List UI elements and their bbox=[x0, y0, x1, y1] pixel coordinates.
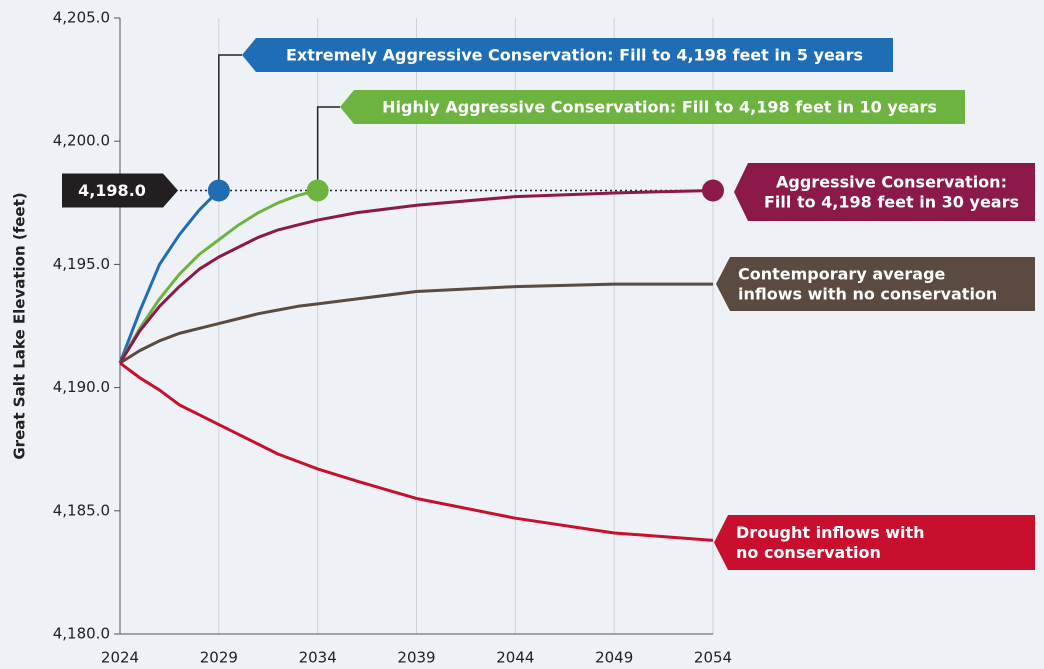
callout-box bbox=[242, 38, 893, 72]
series-line bbox=[119, 361, 714, 542]
callout-box bbox=[734, 163, 1035, 221]
end-marker bbox=[306, 179, 329, 202]
callout-connector bbox=[316, 106, 340, 191]
x-tick-label: 2054 bbox=[694, 649, 732, 667]
y-tick-label: 4,200.0 bbox=[53, 132, 110, 150]
reference-label: 4,198.0 bbox=[78, 181, 146, 200]
y-axis-title: Great Salt Lake Elevation (feet) bbox=[11, 192, 29, 459]
callout-label: Aggressive Conservation: bbox=[776, 173, 1007, 192]
y-tick-label: 4,205.0 bbox=[53, 9, 110, 27]
callout-box bbox=[340, 90, 965, 124]
end-marker bbox=[702, 179, 724, 202]
callout-box bbox=[714, 515, 1035, 570]
callout-label: Contemporary average bbox=[738, 265, 946, 284]
y-tick-label: 4,195.0 bbox=[53, 255, 110, 273]
callout-label: Drought inflows with bbox=[736, 523, 925, 542]
x-tick-label: 2049 bbox=[595, 649, 633, 667]
callout-box bbox=[716, 257, 1035, 311]
callout-label: inflows with no conservation bbox=[738, 285, 997, 304]
y-tick-label: 4,190.0 bbox=[53, 378, 110, 396]
x-tick-label: 2034 bbox=[299, 649, 337, 667]
x-tick-label: 2044 bbox=[496, 649, 534, 667]
callout-label: Fill to 4,198 feet in 30 years bbox=[764, 193, 1019, 212]
x-tick-label: 2024 bbox=[101, 649, 139, 667]
callout-label: Extremely Aggressive Conservation: Fill … bbox=[286, 46, 863, 65]
y-tick-label: 4,185.0 bbox=[53, 501, 110, 519]
callout-connector bbox=[218, 54, 242, 191]
x-tick-label: 2039 bbox=[397, 649, 435, 667]
y-tick-label: 4,180.0 bbox=[53, 625, 110, 643]
callout-label: Highly Aggressive Conservation: Fill to … bbox=[382, 98, 937, 117]
x-tick-label: 2029 bbox=[200, 649, 238, 667]
series-line bbox=[118, 188, 714, 364]
series-line bbox=[118, 189, 319, 364]
series-line bbox=[118, 189, 220, 364]
reference-box bbox=[62, 173, 178, 208]
end-marker bbox=[207, 179, 230, 202]
callout-label: no conservation bbox=[736, 543, 881, 562]
series-line bbox=[119, 282, 713, 365]
